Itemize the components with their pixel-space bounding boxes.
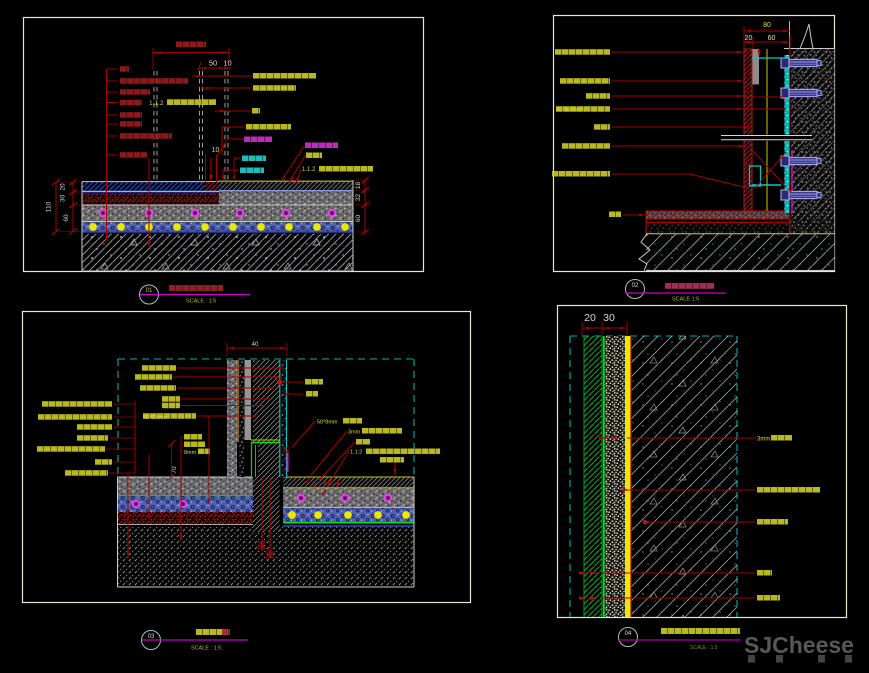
svg-text:10: 10: [212, 147, 220, 154]
svg-text:02: 02: [632, 283, 639, 289]
svg-text:1.1.2: 1.1.2: [302, 167, 316, 173]
svg-text:70: 70: [171, 466, 178, 474]
svg-text:32: 32: [355, 194, 362, 202]
svg-text:SCALE : 1:5: SCALE : 1:5: [191, 646, 221, 652]
svg-text:40*40*4mm: 40*40*4mm: [556, 108, 585, 114]
svg-text:60: 60: [63, 214, 70, 222]
svg-text:18: 18: [355, 182, 362, 190]
svg-text:SCALE : 1:5: SCALE : 1:5: [186, 299, 216, 305]
svg-text:1.1.2: 1.1.2: [149, 100, 164, 107]
svg-text:20: 20: [584, 312, 596, 324]
svg-text:50*8mm: 50*8mm: [317, 420, 338, 426]
svg-text:3mm: 3mm: [348, 430, 361, 436]
svg-text:40*60mm: 40*60mm: [143, 415, 167, 421]
svg-text:20: 20: [745, 35, 753, 42]
svg-text:30: 30: [60, 195, 67, 203]
svg-text:04: 04: [625, 631, 632, 637]
svg-text:40: 40: [252, 342, 259, 348]
svg-text:10: 10: [223, 59, 231, 68]
svg-text:SCALE : 1.5: SCALE : 1.5: [690, 645, 718, 651]
svg-text:20: 20: [60, 183, 67, 191]
svg-text:30: 30: [603, 312, 615, 324]
svg-text:110: 110: [46, 201, 53, 212]
svg-text:03: 03: [148, 634, 155, 640]
svg-text:01: 01: [146, 288, 153, 294]
svg-text:60: 60: [768, 35, 776, 42]
svg-text:3mm: 3mm: [757, 437, 770, 443]
svg-text:50: 50: [209, 59, 217, 68]
svg-text:8mm: 8mm: [184, 450, 197, 456]
svg-text:60: 60: [355, 215, 362, 223]
svg-text:1.1:2: 1.1:2: [350, 450, 362, 456]
svg-text:80: 80: [763, 22, 771, 29]
svg-text:SCALE 1:5: SCALE 1:5: [672, 297, 699, 303]
svg-text:SJCheese: SJCheese: [744, 632, 854, 658]
